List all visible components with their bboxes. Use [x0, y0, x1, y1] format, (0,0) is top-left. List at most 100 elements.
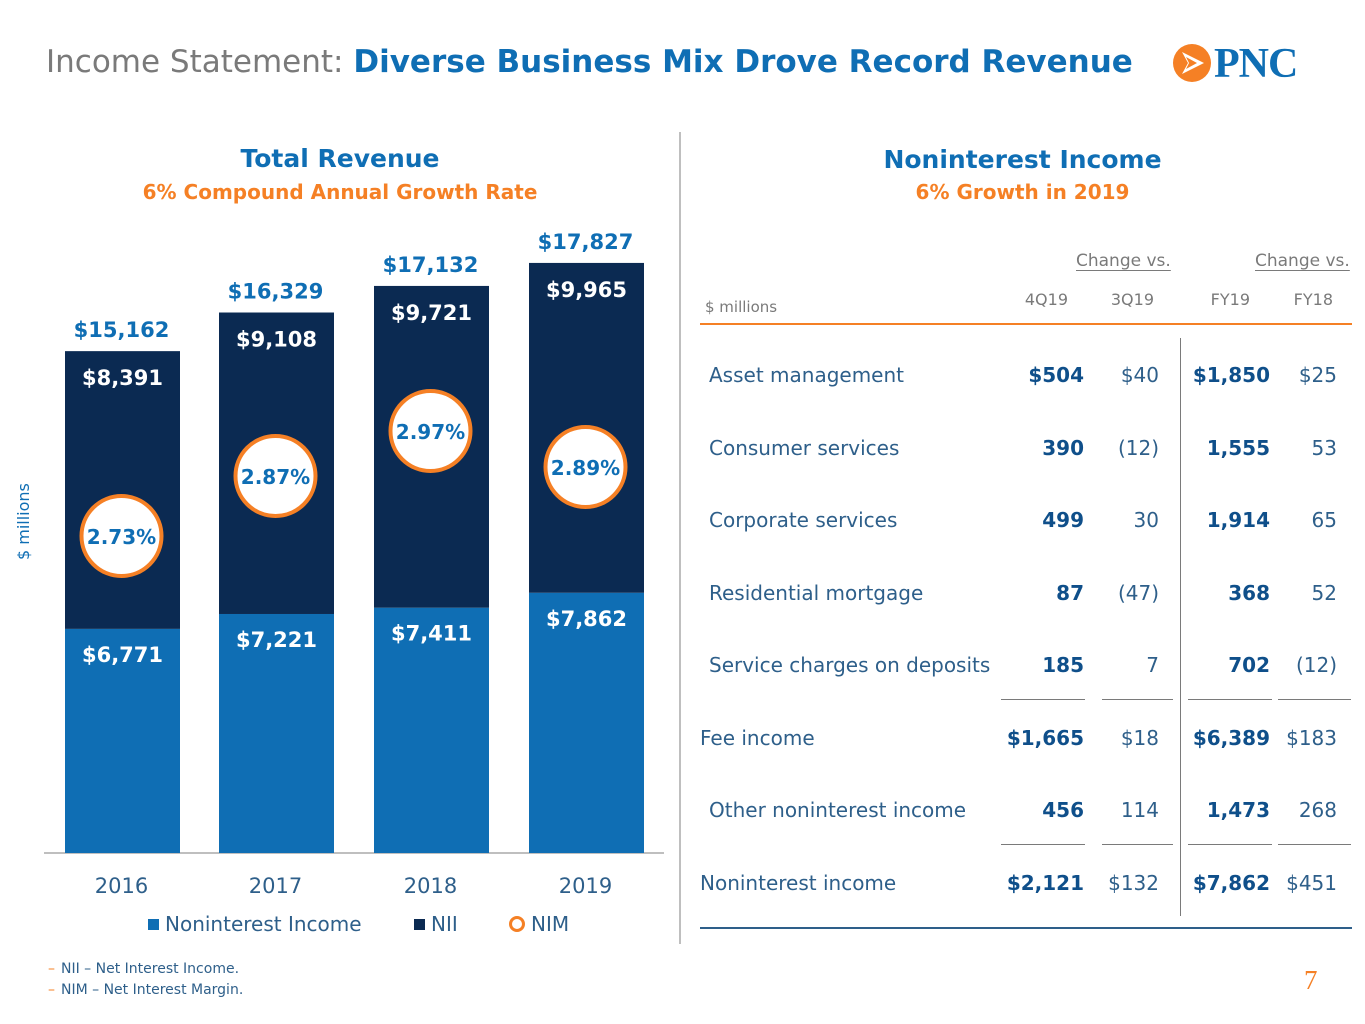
column-divider — [1180, 338, 1181, 916]
cell-change-fy18: $25 — [1298, 363, 1337, 387]
subtotal-rule — [1102, 699, 1173, 700]
legend-swatch-noninterest — [148, 918, 159, 930]
cell-change-3q19: $18 — [1120, 725, 1159, 750]
cell-4q19: 390 — [1042, 435, 1084, 460]
cell-fy19: 368 — [1228, 580, 1270, 605]
label-nii-2016: $8,391 — [82, 366, 163, 390]
nim-marker-2017 — [233, 434, 318, 518]
cell-change-fy18: 65 — [1311, 508, 1337, 532]
cell-fy19: $7,862 — [1192, 870, 1270, 895]
cell-fy19: 702 — [1228, 653, 1270, 677]
cell-fy19: 1,473 — [1206, 798, 1270, 822]
col-head-fy19: FY19 — [1210, 290, 1250, 309]
cell-4q19: 185 — [1042, 653, 1084, 677]
nim-marker-2018 — [388, 389, 473, 473]
label-total-2018: $17,132 — [383, 253, 479, 277]
revenue-chart: $6,771 $8,391 $15,162 2.73% 2016 $7,221 $9,108… — [44, 230, 664, 898]
nim-label-2018: 2.97% — [396, 420, 465, 444]
cell-change-fy18: $183 — [1286, 725, 1337, 750]
label-nii-2019: $9,965 — [546, 278, 627, 302]
cell-change-3q19: 114 — [1120, 798, 1159, 822]
cell-fy19: 1,555 — [1206, 435, 1270, 460]
nim-marker-2019 — [543, 425, 628, 509]
nim-label-2019: 2.89% — [551, 456, 620, 480]
page-title: Income Statement: Diverse Business Mix D… — [46, 44, 1133, 80]
x-tick-2017: 2017 — [249, 874, 302, 898]
cell-change-fy18: $451 — [1286, 870, 1337, 895]
cell-4q19: $1,665 — [1006, 725, 1084, 750]
cell-fy19: 1,914 — [1206, 508, 1270, 532]
bar-noninterest-2019 — [529, 592, 644, 853]
left-subheading: 6% Compound Annual Growth Rate — [142, 180, 538, 204]
subtotal-rule — [1102, 844, 1173, 845]
label-noninterest-2018: $7,411 — [391, 622, 472, 646]
col-head-4q19: 4Q19 — [1024, 290, 1068, 309]
title-main: Diverse Business Mix Drove Record Revenu… — [353, 44, 1133, 80]
subtotal-rule — [1001, 844, 1085, 845]
x-tick-2019: 2019 — [559, 874, 612, 898]
cell-4q19: $504 — [1028, 363, 1084, 387]
label-total-2017: $16,329 — [228, 280, 324, 304]
nim-marker-2016 — [79, 494, 164, 578]
cell-4q19: 456 — [1042, 798, 1084, 822]
bar-nii-2016 — [65, 351, 180, 629]
logo-text: PNC — [1214, 41, 1298, 87]
bar-noninterest-2018 — [374, 607, 489, 853]
x-tick-2016: 2016 — [95, 874, 148, 898]
label-total-2016: $15,162 — [74, 318, 170, 342]
footnote-nii: – NII – Net Interest Income. — [48, 961, 240, 977]
cell-change-3q19: (47) — [1117, 580, 1159, 605]
legend-nii: NII — [414, 912, 458, 936]
cell-change-fy18: 53 — [1311, 435, 1337, 460]
footnote-nim: – NIM – Net Interest Margin. — [48, 982, 244, 998]
nim-label-2016: 2.73% — [87, 525, 156, 549]
cell-change-3q19: $40 — [1120, 363, 1159, 387]
legend-swatch-nim — [509, 916, 525, 932]
label-total-2019: $17,827 — [538, 230, 634, 254]
legend-label-noninterest: Noninterest Income — [165, 912, 362, 936]
cell-change-3q19: $132 — [1108, 870, 1159, 895]
row-label: Noninterest income — [700, 870, 897, 895]
label-noninterest-2017: $7,221 — [236, 628, 317, 652]
row-label: Residential mortgage — [709, 580, 924, 605]
cell-4q19: $2,121 — [1006, 870, 1084, 895]
nim-label-2017: 2.87% — [241, 465, 310, 489]
header-rule — [700, 323, 1352, 325]
panel-divider — [679, 132, 681, 944]
change-vs-year: Change vs. — [1255, 251, 1350, 271]
subtotal-rule — [1188, 699, 1272, 700]
cell-fy19: $6,389 — [1192, 725, 1270, 750]
row-label: Consumer services — [709, 435, 900, 460]
cell-change-fy18: (12) — [1295, 653, 1337, 677]
legend-label-nii: NII — [431, 912, 458, 936]
cell-4q19: 87 — [1056, 580, 1084, 605]
cell-change-3q19: 7 — [1146, 653, 1159, 677]
right-subheading: 6% Growth in 2019 — [915, 180, 1130, 204]
cell-fy19: $1,850 — [1192, 363, 1270, 387]
legend-noninterest: Noninterest Income — [148, 912, 362, 936]
subtotal-rule — [1278, 844, 1351, 845]
legend-swatch-nii — [414, 918, 425, 930]
label-noninterest-2019: $7,862 — [546, 607, 627, 631]
subtotal-rule — [1278, 699, 1351, 700]
row-label: Service charges on deposits — [709, 653, 991, 677]
page-number: 7 — [1304, 965, 1318, 995]
subtotal-rule — [1001, 699, 1085, 700]
bar-noninterest-2017 — [219, 613, 334, 853]
legend-label-nim: NIM — [531, 912, 570, 936]
change-vs-quarter: Change vs. — [1076, 251, 1171, 271]
cell-change-3q19: 30 — [1133, 508, 1159, 532]
row-label: Fee income — [700, 725, 815, 750]
pnc-logo: PNC — [1170, 38, 1320, 88]
title-prefix: Income Statement: — [46, 44, 354, 80]
cell-change-3q19: (12) — [1117, 435, 1159, 460]
pnc-logo-icon — [1173, 44, 1211, 82]
legend-nim: NIM — [509, 912, 569, 936]
col-head-3q19: 3Q19 — [1110, 290, 1154, 309]
row-label: Corporate services — [709, 508, 898, 532]
right-heading: Noninterest Income — [883, 145, 1162, 174]
cell-4q19: 499 — [1042, 508, 1084, 532]
col-head-fy18: FY18 — [1293, 290, 1333, 309]
left-heading: Total Revenue — [240, 144, 440, 173]
units-label: $ millions — [705, 298, 778, 316]
